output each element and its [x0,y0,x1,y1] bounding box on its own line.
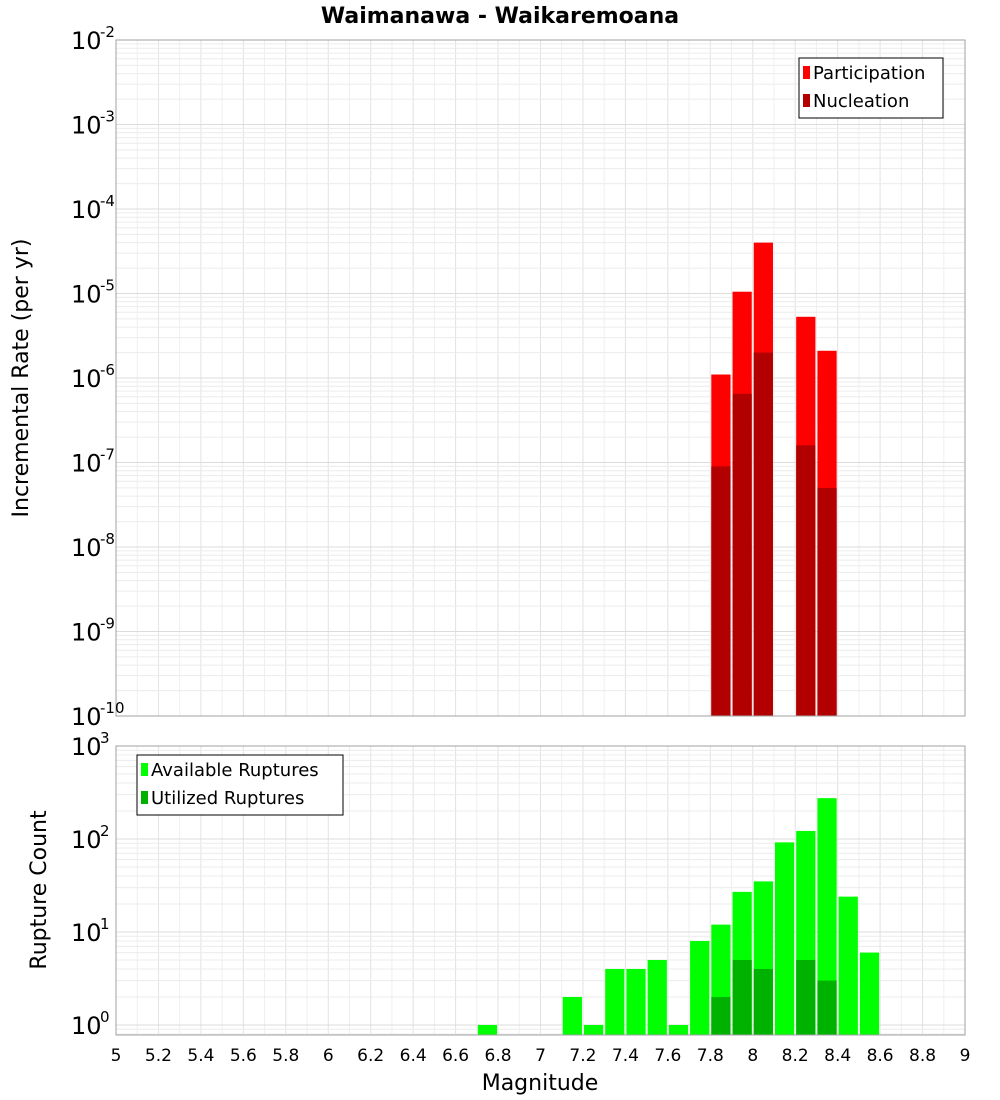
bottom-bar [647,959,667,1035]
top-bar [817,487,837,716]
bottom-bar [583,1024,604,1035]
top-y-tick-exponent: -6 [100,361,115,379]
bottom-legend-swatch [141,763,148,776]
x-axis-label: Magnitude [482,1071,599,1096]
bottom-y-tick-label: 10 [71,826,102,854]
bottom-bar [774,842,795,1035]
top-y-tick-exponent: -2 [100,23,115,41]
x-tick-label: 6.4 [400,1046,427,1066]
bottom-bar [817,980,837,1035]
x-tick-label: 7.4 [612,1046,639,1066]
bottom-y-tick-label: 10 [71,733,102,761]
top-legend-box [798,57,944,119]
top-y-tick-label: 10 [71,27,102,55]
x-tick-label: 8.8 [909,1046,936,1066]
top-legend-swatch [803,66,810,79]
x-tick-label: 6 [323,1046,334,1066]
top-series-nucleation [711,352,837,716]
x-tick-label: 5.6 [230,1046,257,1066]
bottom-series-utilized-ruptures [711,959,837,1035]
bottom-y-tick-exponent: 3 [100,729,110,747]
bottom-bar [838,896,858,1035]
bottom-y-tick-exponent: 2 [100,822,110,840]
top-y-tick-label: 10 [71,112,102,140]
top-y-tick-label: 10 [71,619,102,647]
bottom-legend-label: Available Ruptures [151,760,319,781]
top-bar [796,445,816,716]
top-bar [732,393,752,716]
top-y-tick-label: 10 [71,534,102,562]
x-tick-label: 7.2 [569,1046,596,1066]
top-y-tick-label: 10 [71,365,102,393]
top-y-tick-label: 10 [71,196,102,224]
bottom-bar [668,1024,689,1035]
bottom-legend: Available Ruptures Utilized Ruptures [136,754,344,816]
x-tick-label: 7.8 [697,1046,724,1066]
bottom-bar [817,798,837,1035]
x-tick-label: 5 [111,1046,122,1066]
bottom-bar [796,959,816,1035]
bottom-bar [690,940,710,1035]
x-tick-label: 7.6 [654,1046,681,1066]
bottom-legend-label: Utilized Ruptures [151,788,304,809]
x-tick-label: 5.4 [187,1046,214,1066]
x-tick-label: 8.2 [782,1046,809,1066]
bottom-bar [477,1024,498,1035]
x-tick-labels: 5 5.2 5.4 5.6 5.8 6 6.2 6.4 6.6 6.8 7 7.2 7.4 7.6 7.8 8… [111,1046,971,1066]
x-tick-label: 8.6 [867,1046,894,1066]
bottom-bar [626,968,646,1035]
bottom-bar [859,952,880,1035]
x-tick-label: 8.4 [824,1046,851,1066]
x-tick-label: 6.2 [357,1046,384,1066]
top-legend-label: Participation [813,63,925,84]
x-tick-label: 8 [747,1046,758,1066]
bottom-bar [562,996,582,1035]
top-plot-incremental-rate: 10-1010-910-810-710-610-510-410-310-2Par… [71,23,966,731]
top-legend-swatch [803,94,810,107]
top-y-tick-exponent: -10 [100,699,125,717]
bottom-y-tick-exponent: 0 [100,1008,110,1026]
top-bar [711,466,731,716]
top-y-tick-exponent: -5 [100,277,115,295]
bottom-y-tick-exponent: 1 [100,915,110,933]
bottom-bar [732,959,752,1035]
bottom-legend-swatch [141,791,148,804]
top-y-axis-label: Incremental Rate (per yr) [9,239,34,518]
x-tick-label: 5.2 [145,1046,172,1066]
x-tick-label: 6.8 [485,1046,512,1066]
top-legend-label: Nucleation [813,91,909,112]
chart-title: Waimanawa - Waikaremoana [321,4,679,29]
x-tick-label: 5.8 [272,1046,299,1066]
top-y-tick-label: 10 [71,450,102,478]
bottom-y-tick-label: 10 [71,1012,102,1040]
top-y-tick-label: 10 [71,281,102,309]
top-y-tick-exponent: -7 [100,446,115,464]
bottom-y-tick-label: 10 [71,919,102,947]
x-tick-label: 7 [535,1046,546,1066]
top-y-tick-exponent: -9 [100,615,115,633]
bottom-legend-box [136,754,344,816]
bottom-y-axis-label: Rupture Count [27,810,52,970]
top-plot-frame [115,39,966,717]
x-tick-label: 6.6 [442,1046,469,1066]
bottom-bar [753,968,773,1035]
top-y-tick-exponent: -8 [100,530,115,548]
top-y-tick-label: 10 [71,703,102,731]
top-legend: Participation Nucleation [798,57,944,119]
bottom-bar [711,996,731,1035]
bottom-plot-frame [115,745,966,1036]
bottom-bar [605,968,625,1035]
top-y-tick-exponent: -3 [100,108,115,126]
top-bar [753,352,773,716]
x-tick-label: 9 [960,1046,971,1066]
top-y-tick-exponent: -4 [100,192,115,210]
